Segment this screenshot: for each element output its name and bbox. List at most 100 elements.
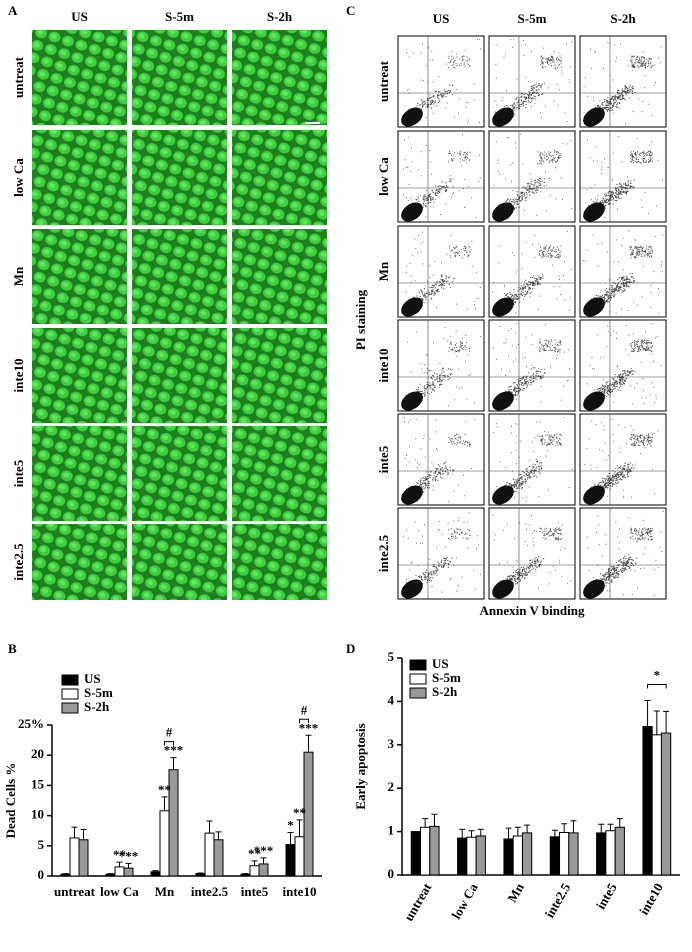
significance-mark: *** [119,848,139,863]
bracket-label: * [654,668,661,683]
bar [240,873,251,877]
x-tick-label: untreat [54,884,96,899]
bar [466,836,477,876]
error-bar [431,813,438,827]
significance-mark: ** [248,846,261,861]
column-label: US [71,9,88,24]
legend-swatch [61,688,79,700]
bar [285,844,296,877]
flow-cluster [583,391,605,411]
y-tick-label: 15 [31,776,45,791]
bar [642,726,653,876]
bar [213,839,224,877]
bar [105,873,116,877]
error-bar [653,710,660,735]
error-bar [107,873,114,875]
error-bar [152,870,159,872]
column-label: S-5m [165,9,194,24]
legend-swatch [409,659,427,671]
error-bar [125,862,132,869]
bar [457,837,468,876]
row-label: untreat [376,60,391,102]
error-bar [170,757,177,770]
error-bar [663,710,670,734]
y-tick-label: 0 [38,867,45,882]
row-label: inte2.5 [11,543,26,581]
bar [549,836,561,876]
error-bar [161,796,168,811]
panel-label: A [8,3,18,18]
bar [512,835,523,876]
flow-cluster [492,202,514,222]
flow-cluster [583,202,605,222]
row-label: inte2.5 [376,534,391,572]
bracket [164,741,174,746]
bar [605,830,616,876]
flow-events [584,510,664,596]
x-tick-label: untreat [401,880,435,924]
legend-label: US [84,671,101,686]
error-bar [251,860,258,866]
x-tick-label: inte2.5 [191,884,229,899]
error-bar [71,826,78,838]
bar [123,867,134,877]
bar [568,832,579,876]
micrograph [232,426,327,521]
micrograph [232,328,327,423]
bar [195,873,206,877]
flow-cluster [401,202,423,222]
micrograph [32,30,127,125]
error-bar [459,828,466,839]
micrograph [32,426,127,521]
bar [294,836,305,877]
flow-cluster [401,579,423,599]
legend-swatch [409,687,427,699]
micrograph [32,328,127,423]
legend-label: S-5m [432,670,461,685]
significance-mark: * [287,817,294,832]
bracket [647,684,667,689]
bar [60,873,71,877]
panel-label: B [8,641,17,656]
legend-label: S-2h [432,684,458,699]
row-label: inte5 [11,459,26,487]
error-bar [644,700,651,727]
bar [559,831,570,876]
bar [150,871,161,877]
x-tick-label: inte10 [636,880,666,917]
y-axis-label: Early apoptosis [353,723,368,809]
significance-mark: *** [254,843,274,858]
micrograph [32,524,127,600]
flow-cluster [492,579,514,599]
error-bar [514,826,521,836]
flow-cluster [401,485,423,505]
legend-swatch [61,702,79,714]
error-bar [598,823,605,833]
error-bar [206,820,213,834]
x-tick-label: Mn [155,884,175,899]
error-bar [260,857,267,864]
legend-label: S-5m [84,685,113,700]
x-tick-label: low Ca [100,884,139,899]
y-tick-label: 20 [31,746,44,761]
micrograph [32,130,127,225]
x-tick-label: inte5 [241,884,269,899]
flow-cluster [583,485,605,505]
panel-label: C [346,3,355,18]
row-label: inte10 [376,349,391,383]
significance-mark: ** [113,847,126,862]
flow-cluster [492,107,514,127]
micrograph [132,130,227,225]
flow-cluster [583,107,605,127]
micrograph [232,130,327,225]
significance-mark: *** [299,720,319,735]
error-bar [62,873,69,875]
y-tick-label: 2 [388,779,395,794]
flow-cluster [401,391,423,411]
y-axis-label: PI staining [353,289,368,350]
bracket-label: # [166,725,173,740]
legend-swatch [61,674,79,686]
micrograph [132,30,227,125]
x-tick-label: inte10 [283,884,317,899]
column-label: US [433,11,450,26]
